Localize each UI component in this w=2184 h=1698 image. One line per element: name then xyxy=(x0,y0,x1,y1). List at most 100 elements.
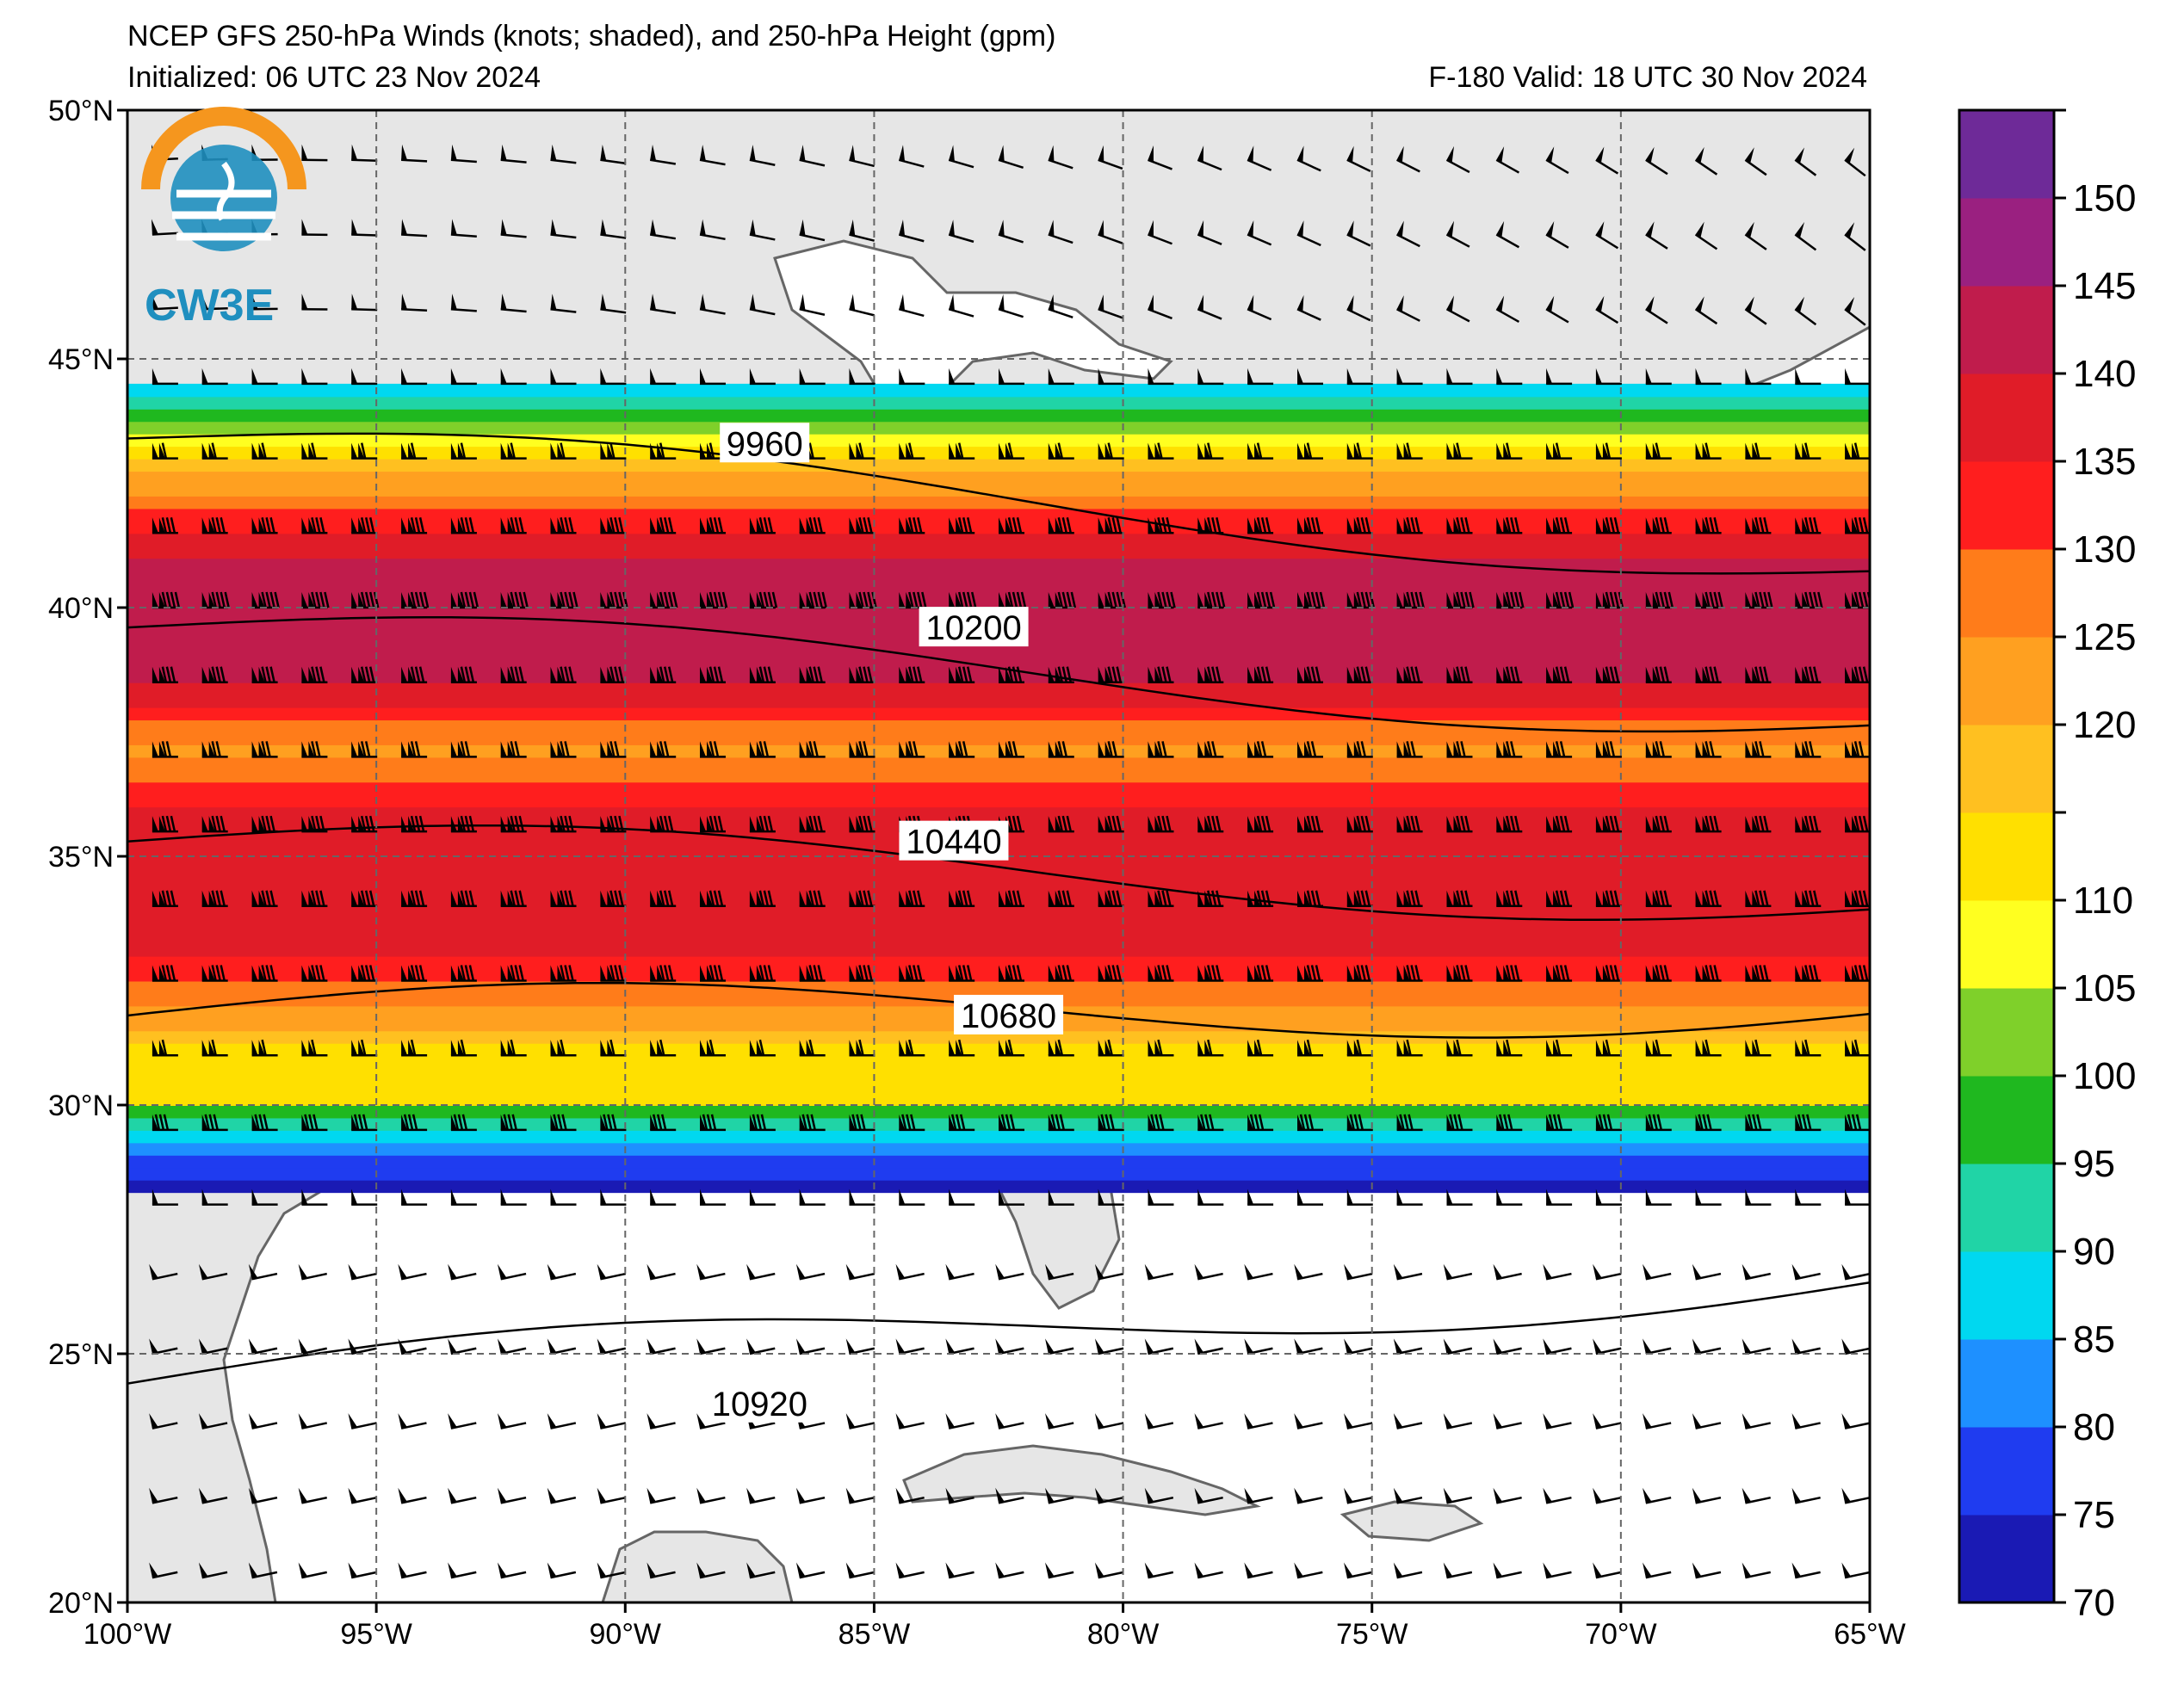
speed-band xyxy=(127,421,1870,435)
wind-barb xyxy=(348,1413,377,1429)
speed-band xyxy=(127,520,1870,534)
wind-barb xyxy=(799,666,826,683)
wind-barb xyxy=(1645,666,1672,683)
wind-barb xyxy=(749,1114,776,1132)
wind-barb xyxy=(201,442,228,460)
wind-barb xyxy=(448,1263,477,1281)
speed-band xyxy=(127,943,1870,957)
wind-barb xyxy=(1346,1039,1373,1057)
wind-barb xyxy=(152,666,178,683)
wind-barb xyxy=(647,1338,676,1355)
wind-barb xyxy=(1346,741,1373,758)
wind-barb xyxy=(799,145,826,167)
wind-barb xyxy=(448,1562,477,1579)
wind-barb xyxy=(401,890,428,908)
wind-barb xyxy=(799,815,826,833)
wind-barb xyxy=(1845,517,1870,534)
colorbar-segment xyxy=(1959,1515,2054,1603)
wind-barb xyxy=(1595,666,1622,683)
wind-barb xyxy=(849,1039,875,1057)
wind-barb xyxy=(1048,1189,1074,1206)
wind-barb xyxy=(1244,1338,1273,1355)
wind-barb xyxy=(301,293,328,311)
wind-barb xyxy=(799,1189,826,1206)
speed-band xyxy=(127,980,1870,994)
wind-barb xyxy=(1745,442,1772,460)
wind-barb xyxy=(597,1562,627,1579)
wind-barb xyxy=(298,1263,328,1281)
colorbar-segment xyxy=(1959,1427,2054,1516)
colorbar-segment xyxy=(1959,1164,2054,1252)
contour-label: 10200 xyxy=(925,609,1021,647)
wind-barb xyxy=(650,890,677,908)
wind-barb xyxy=(1791,1263,1821,1281)
wind-barb xyxy=(1446,741,1473,758)
wind-barb xyxy=(1695,442,1722,460)
wind-barb xyxy=(1742,1338,1772,1355)
colorbar-segment xyxy=(1959,900,2054,989)
wind-barb xyxy=(1595,741,1622,758)
wind-barb xyxy=(1496,741,1523,758)
wind-barb xyxy=(899,442,925,460)
wind-barb xyxy=(1393,1562,1423,1579)
wind-barb xyxy=(1645,815,1672,833)
wind-barb xyxy=(949,1039,975,1057)
wind-barb xyxy=(799,517,826,534)
wind-barb xyxy=(696,1487,726,1504)
wind-barb xyxy=(1247,294,1272,321)
wind-barb xyxy=(1148,890,1174,908)
wind-barb xyxy=(647,1487,676,1504)
wind-barb xyxy=(401,219,428,238)
wind-barb xyxy=(1443,1562,1473,1579)
wind-barb xyxy=(301,1114,328,1132)
wind-barb xyxy=(1098,145,1123,170)
contour-label: 10680 xyxy=(961,997,1056,1035)
wind-barb xyxy=(1595,591,1624,609)
wind-barb xyxy=(401,666,428,683)
wind-barb xyxy=(201,1189,228,1206)
wind-barb xyxy=(500,367,527,386)
wind-barb xyxy=(450,890,477,908)
height-contour-line xyxy=(127,1281,1870,1385)
wind-barb xyxy=(1396,1189,1423,1206)
wind-barb xyxy=(1742,1263,1772,1281)
wind-barb xyxy=(795,1487,826,1504)
wind-barb xyxy=(1446,1114,1473,1132)
wind-barb xyxy=(948,145,974,169)
wind-barb xyxy=(500,1189,527,1206)
speed-band xyxy=(127,1179,1870,1194)
wind-barb xyxy=(998,219,1024,244)
speed-band xyxy=(127,1042,1870,1057)
wind-barb xyxy=(500,442,527,460)
speed-band xyxy=(127,408,1870,423)
wind-barb xyxy=(600,442,627,460)
wind-barb xyxy=(550,965,577,982)
wind-barb xyxy=(1645,591,1674,609)
wind-barb xyxy=(945,1487,974,1504)
wind-barb xyxy=(700,1039,726,1057)
wind-barb xyxy=(550,367,577,386)
wind-barb xyxy=(1194,1413,1223,1429)
wind-barb xyxy=(251,1039,278,1057)
wind-barb xyxy=(1546,367,1573,386)
wind-barb xyxy=(1396,741,1423,758)
wind-barb xyxy=(1045,1562,1074,1579)
wind-barb xyxy=(1694,146,1718,176)
speed-band xyxy=(127,1092,1870,1106)
colorbar-segment xyxy=(1959,374,2054,462)
wind-barb xyxy=(600,1114,627,1132)
speed-band xyxy=(127,645,1870,658)
wind-barb xyxy=(899,1189,925,1206)
wind-barb xyxy=(898,145,925,168)
speed-band xyxy=(127,471,1870,485)
wind-barb xyxy=(1247,145,1272,171)
wind-barb xyxy=(1098,815,1124,833)
wind-barb xyxy=(201,367,228,386)
wind-barb xyxy=(401,367,428,386)
speed-band xyxy=(127,533,1870,546)
speed-band xyxy=(127,1154,1870,1169)
wind-barb xyxy=(1595,221,1619,250)
wind-barb xyxy=(1744,296,1767,325)
wind-barb xyxy=(1098,367,1124,386)
